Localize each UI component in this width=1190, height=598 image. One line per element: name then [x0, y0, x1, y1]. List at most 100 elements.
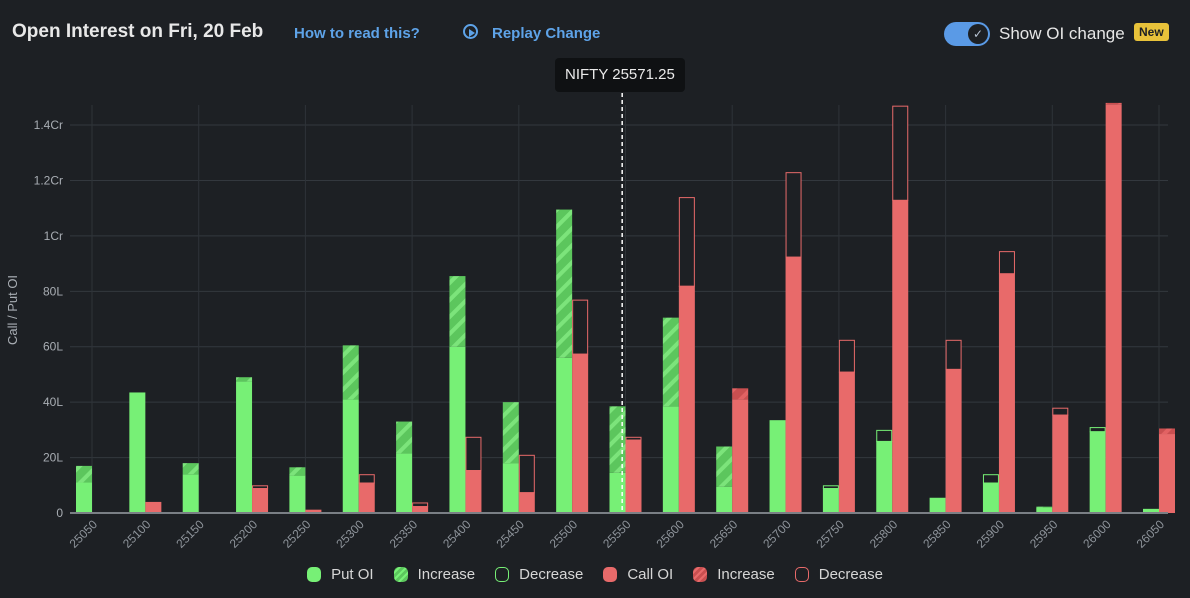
- x-tick-label: 25200: [227, 517, 261, 551]
- y-tick-label: 0: [56, 506, 63, 520]
- x-tick-label: 26000: [1080, 517, 1114, 551]
- y-axis-label: Call / Put OI: [5, 275, 20, 345]
- call-decrease-bar: [998, 251, 1015, 275]
- put-oi-bar: [342, 399, 359, 513]
- legend-item-call-solid[interactable]: Call OI: [603, 566, 673, 583]
- call-oi-bar: [1105, 104, 1122, 513]
- put-oi-bar: [876, 440, 893, 513]
- legend-item-put-solid[interactable]: Put OI: [307, 566, 374, 583]
- spot-price-tooltip: NIFTY 25571.25: [555, 58, 685, 92]
- y-tick-label: 80L: [43, 284, 63, 298]
- call-oi-bar: [572, 353, 589, 513]
- call-decrease-bar: [518, 454, 535, 494]
- x-tick-label: 25100: [120, 517, 154, 551]
- call-decrease-bar: [892, 105, 909, 201]
- put-increase-bar: [502, 402, 519, 464]
- legend-label: Call OI: [627, 566, 674, 583]
- legend-item-put-decrease[interactable]: Decrease: [495, 566, 583, 583]
- put-oi-bar: [822, 488, 839, 513]
- put-increase-bar: [182, 463, 199, 475]
- play-circle-icon[interactable]: [463, 24, 478, 39]
- put-increase-bar: [716, 446, 733, 487]
- page-title: Open Interest on Fri, 20 Feb: [12, 21, 264, 42]
- legend-item-call-increase[interactable]: Increase: [693, 566, 775, 583]
- y-tick-label: 60L: [43, 340, 63, 354]
- put-oi-bar: [769, 420, 786, 513]
- call-oi-bar: [358, 482, 375, 513]
- call-oi-bar: [305, 509, 322, 513]
- call-oi-bar: [892, 199, 909, 513]
- call-oi-bar: [518, 492, 535, 513]
- put-oi-bar: [609, 472, 626, 513]
- legend-swatch-icon: [307, 567, 322, 582]
- put-increase-bar: [662, 317, 679, 407]
- put-oi-bar: [1143, 508, 1159, 513]
- x-tick-label: 25350: [387, 517, 421, 551]
- call-oi-bar: [1052, 414, 1069, 513]
- call-decrease-bar: [678, 197, 695, 287]
- put-increase-bar: [236, 377, 253, 382]
- put-decrease-bar: [1089, 427, 1106, 433]
- put-oi-bar: [929, 497, 946, 513]
- call-oi-bar: [785, 256, 802, 513]
- call-decrease-bar: [412, 502, 429, 508]
- call-increase-bar: [1159, 428, 1175, 435]
- legend-label: Decrease: [519, 566, 584, 583]
- x-tick-label: 25450: [493, 517, 527, 551]
- call-oi-bar: [145, 501, 162, 513]
- put-oi-bar: [716, 486, 733, 513]
- x-tick-label: 25950: [1027, 517, 1061, 551]
- x-tick-label: 25750: [814, 517, 848, 551]
- put-increase-bar: [556, 209, 573, 358]
- call-oi-bar: [678, 285, 695, 513]
- call-oi-bar: [625, 439, 642, 513]
- legend-swatch-icon: [794, 567, 809, 582]
- new-badge: New: [1134, 23, 1169, 41]
- put-oi-bar: [502, 463, 519, 513]
- x-tick-label: 25800: [867, 517, 901, 551]
- call-increase-bar: [1105, 102, 1122, 105]
- call-oi-bar: [412, 506, 429, 513]
- call-oi-bar: [838, 371, 855, 513]
- call-decrease-bar: [465, 436, 482, 472]
- put-oi-bar: [396, 453, 413, 513]
- legend-label: Put OI: [331, 566, 374, 583]
- put-oi-bar: [1089, 431, 1106, 513]
- put-increase-bar: [342, 345, 359, 400]
- legend-label: Increase: [417, 566, 476, 583]
- call-oi-bar: [1159, 434, 1175, 513]
- legend-item-call-decrease[interactable]: Decrease: [794, 566, 883, 583]
- how-to-read-link[interactable]: How to read this?: [294, 25, 420, 42]
- put-oi-bar: [289, 475, 306, 513]
- call-decrease-bar: [572, 299, 589, 355]
- y-tick-label: 1.2Cr: [34, 173, 63, 187]
- x-tick-label: 26050: [1134, 517, 1168, 551]
- x-tick-label: 25550: [600, 517, 634, 551]
- put-increase-bar: [449, 276, 466, 347]
- put-increase-bar: [396, 421, 413, 454]
- replay-change-button[interactable]: Replay Change: [492, 25, 601, 42]
- call-decrease-bar: [838, 339, 855, 373]
- legend-label: Decrease: [818, 566, 883, 583]
- legend-item-put-increase[interactable]: Increase: [393, 566, 476, 583]
- x-tick-label: 25600: [653, 517, 687, 551]
- call-oi-bar: [945, 368, 962, 513]
- put-oi-bar: [1036, 507, 1053, 513]
- call-oi-bar: [465, 470, 482, 513]
- legend-swatch-icon: [693, 567, 708, 582]
- show-oi-change-toggle[interactable]: ✓: [944, 22, 990, 46]
- y-tick-label: 1.4Cr: [34, 118, 63, 132]
- call-decrease-bar: [785, 172, 802, 258]
- call-decrease-bar: [1052, 407, 1069, 416]
- put-increase-bar: [609, 406, 626, 473]
- x-tick-label: 25150: [173, 517, 207, 551]
- put-oi-bar: [76, 482, 92, 513]
- x-tick-label: 25500: [547, 517, 581, 551]
- y-tick-label: 20L: [43, 451, 63, 465]
- x-tick-label: 25300: [333, 517, 367, 551]
- show-oi-change-label: Show OI change: [999, 24, 1125, 43]
- put-oi-bar: [449, 346, 466, 513]
- call-oi-bar: [998, 273, 1015, 513]
- y-tick-label: 40L: [43, 395, 63, 409]
- put-oi-bar: [129, 392, 146, 513]
